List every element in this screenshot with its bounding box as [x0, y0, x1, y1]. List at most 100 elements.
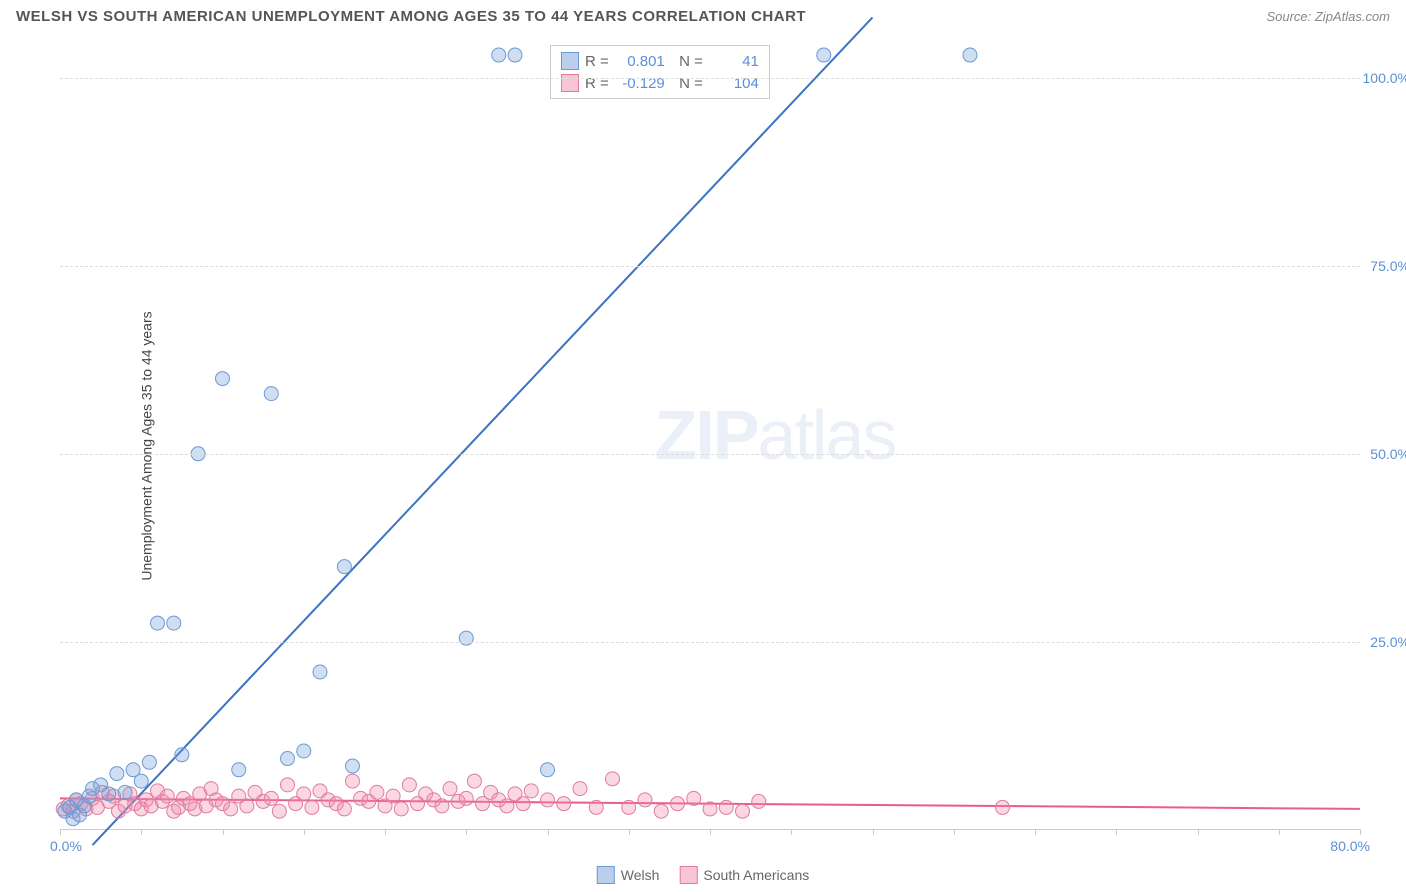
data-point: [557, 797, 571, 811]
legend: Welsh South Americans: [597, 866, 810, 884]
x-tick: [1035, 829, 1036, 835]
x-tick: [548, 829, 549, 835]
data-point: [216, 372, 230, 386]
legend-item: South Americans: [679, 866, 809, 884]
legend-item: Welsh: [597, 866, 660, 884]
data-point: [175, 748, 189, 762]
data-point: [459, 791, 473, 805]
legend-swatch: [597, 866, 615, 884]
grid-line: [60, 642, 1360, 643]
x-tick: [1116, 829, 1117, 835]
data-point: [240, 799, 254, 813]
data-point: [500, 799, 514, 813]
data-point: [459, 631, 473, 645]
source-label: Source: ZipAtlas.com: [1266, 9, 1390, 24]
trend-line: [93, 17, 873, 845]
legend-label: South Americans: [703, 867, 809, 883]
data-point: [622, 800, 636, 814]
y-tick-label: 25.0%: [1370, 634, 1406, 650]
data-point: [110, 767, 124, 781]
data-point: [703, 802, 717, 816]
data-point: [736, 804, 750, 818]
data-point: [541, 793, 555, 807]
x-tick: [710, 829, 711, 835]
stat-r-label: R =: [585, 53, 609, 70]
x-axis-start-label: 0.0%: [50, 838, 82, 854]
data-point: [346, 774, 360, 788]
data-point: [264, 387, 278, 401]
x-tick: [1360, 829, 1361, 835]
data-point: [370, 785, 384, 799]
legend-label: Welsh: [621, 867, 660, 883]
data-point: [996, 800, 1010, 814]
x-tick: [223, 829, 224, 835]
chart-title: WELSH VS SOUTH AMERICAN UNEMPLOYMENT AMO…: [16, 8, 806, 25]
stats-row: R = 0.801 N = 41: [561, 50, 759, 72]
stats-row: R =-0.129 N =104: [561, 72, 759, 94]
x-axis-end-label: 80.0%: [1330, 838, 1370, 854]
scatter-plot-svg: [60, 40, 1360, 829]
data-point: [224, 802, 238, 816]
data-point: [337, 560, 351, 574]
stat-r-value: 0.801: [615, 53, 665, 70]
data-point: [281, 778, 295, 792]
stat-n-label: N =: [671, 53, 703, 70]
data-point: [313, 665, 327, 679]
data-point: [102, 787, 116, 801]
data-point: [687, 791, 701, 805]
data-point: [118, 785, 132, 799]
data-point: [386, 789, 400, 803]
x-tick: [629, 829, 630, 835]
data-point: [435, 799, 449, 813]
data-point: [606, 772, 620, 786]
data-point: [573, 782, 587, 796]
data-point: [272, 804, 286, 818]
data-point: [516, 797, 530, 811]
data-point: [394, 802, 408, 816]
data-point: [232, 763, 246, 777]
data-point: [638, 793, 652, 807]
x-tick: [873, 829, 874, 835]
data-point: [402, 778, 416, 792]
data-point: [337, 802, 351, 816]
data-point: [963, 48, 977, 62]
grid-line: [60, 78, 1360, 79]
data-point: [142, 755, 156, 769]
stats-box: R = 0.801 N = 41 R =-0.129 N =104: [550, 45, 770, 99]
data-point: [151, 616, 165, 630]
data-point: [654, 804, 668, 818]
stat-n-value: 41: [709, 53, 759, 70]
data-point: [443, 782, 457, 796]
data-point: [492, 48, 506, 62]
data-point: [281, 752, 295, 766]
y-tick-label: 75.0%: [1370, 258, 1406, 274]
x-tick: [141, 829, 142, 835]
stat-swatch: [561, 52, 579, 70]
data-point: [264, 791, 278, 805]
x-tick: [791, 829, 792, 835]
data-point: [671, 797, 685, 811]
data-point: [346, 759, 360, 773]
x-tick: [304, 829, 305, 835]
data-point: [297, 744, 311, 758]
x-tick: [60, 829, 61, 835]
y-tick-label: 50.0%: [1370, 446, 1406, 462]
grid-line: [60, 266, 1360, 267]
data-point: [134, 774, 148, 788]
chart-area: ZIPatlas R =0.801 N =41R =-0.129 N =104 …: [60, 40, 1360, 830]
x-tick: [954, 829, 955, 835]
data-point: [297, 787, 311, 801]
data-point: [524, 784, 538, 798]
data-point: [508, 48, 522, 62]
x-tick: [1279, 829, 1280, 835]
data-point: [305, 800, 319, 814]
data-point: [589, 800, 603, 814]
data-point: [719, 800, 733, 814]
x-tick: [1198, 829, 1199, 835]
x-tick: [466, 829, 467, 835]
data-point: [752, 794, 766, 808]
grid-line: [60, 454, 1360, 455]
y-tick-label: 100.0%: [1363, 70, 1406, 86]
data-point: [817, 48, 831, 62]
x-tick: [385, 829, 386, 835]
